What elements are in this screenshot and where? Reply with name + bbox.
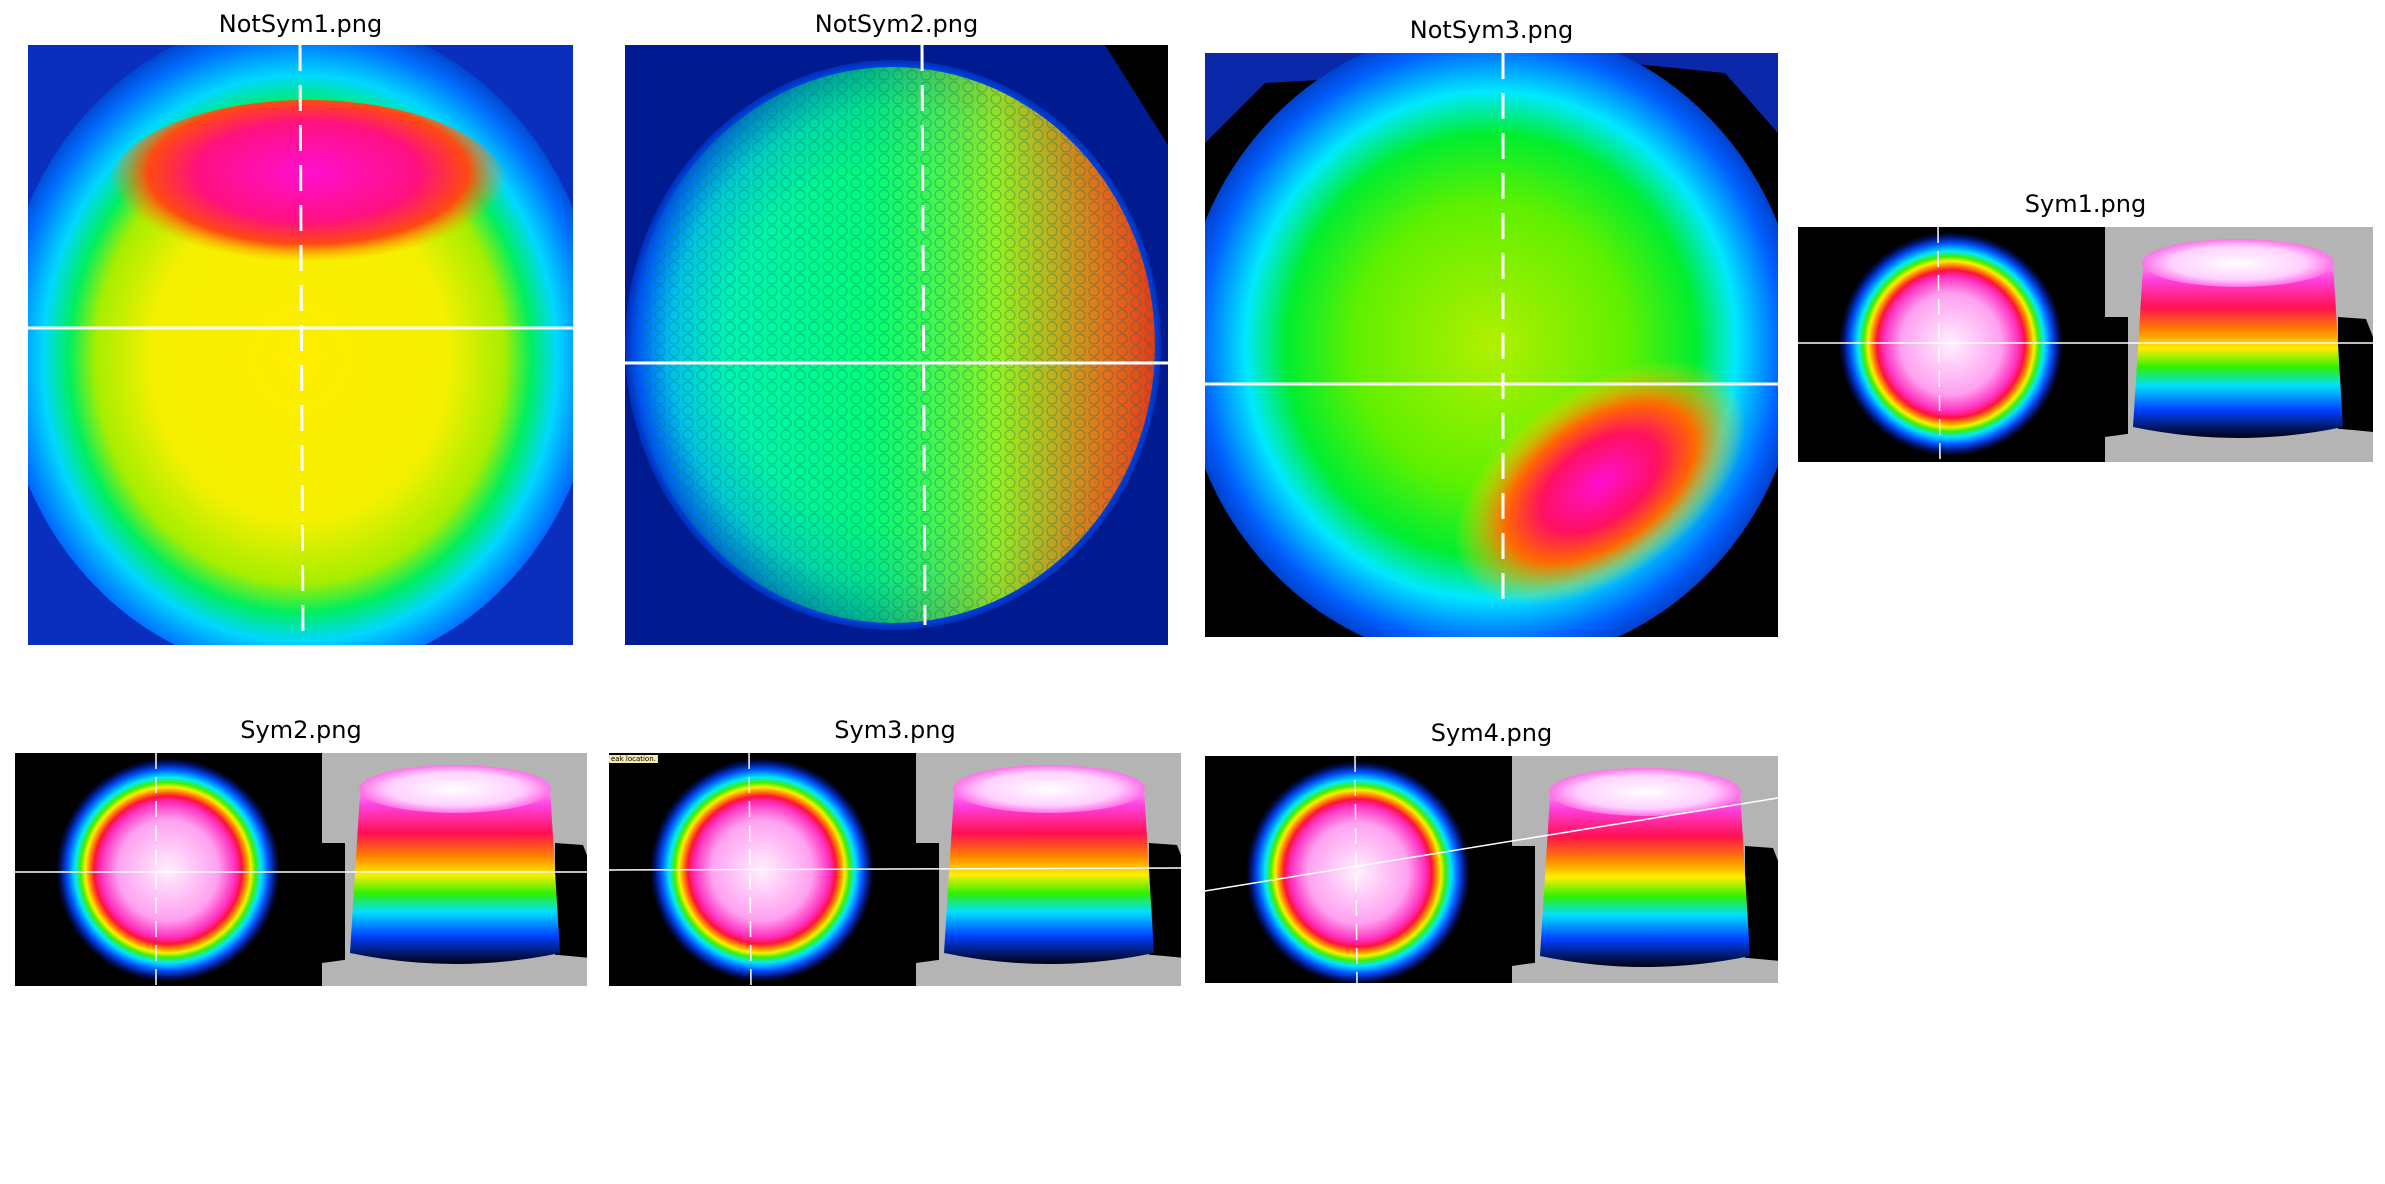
notsym1-beam-image (28, 45, 573, 645)
sym3-beam-image: eak location. (609, 753, 1181, 986)
sym2-beam-image (15, 753, 587, 986)
notsym2-beam-image (625, 45, 1168, 645)
peak-location-label: eak location. (609, 755, 658, 763)
panel-title-sym1: Sym1.png (1798, 190, 2373, 218)
panel-title-notsym1: NotSym1.png (28, 10, 573, 38)
notsym3-beam-image (1205, 53, 1778, 637)
panel-title-notsym3: NotSym3.png (1205, 16, 1778, 44)
sym1-beam-image (1798, 227, 2373, 462)
panel-title-sym2: Sym2.png (15, 716, 587, 744)
panel-title-sym4: Sym4.png (1205, 719, 1778, 747)
sym4-beam-image (1205, 756, 1778, 983)
panel-title-notsym2: NotSym2.png (625, 10, 1168, 38)
panel-title-sym3: Sym3.png (609, 716, 1181, 744)
